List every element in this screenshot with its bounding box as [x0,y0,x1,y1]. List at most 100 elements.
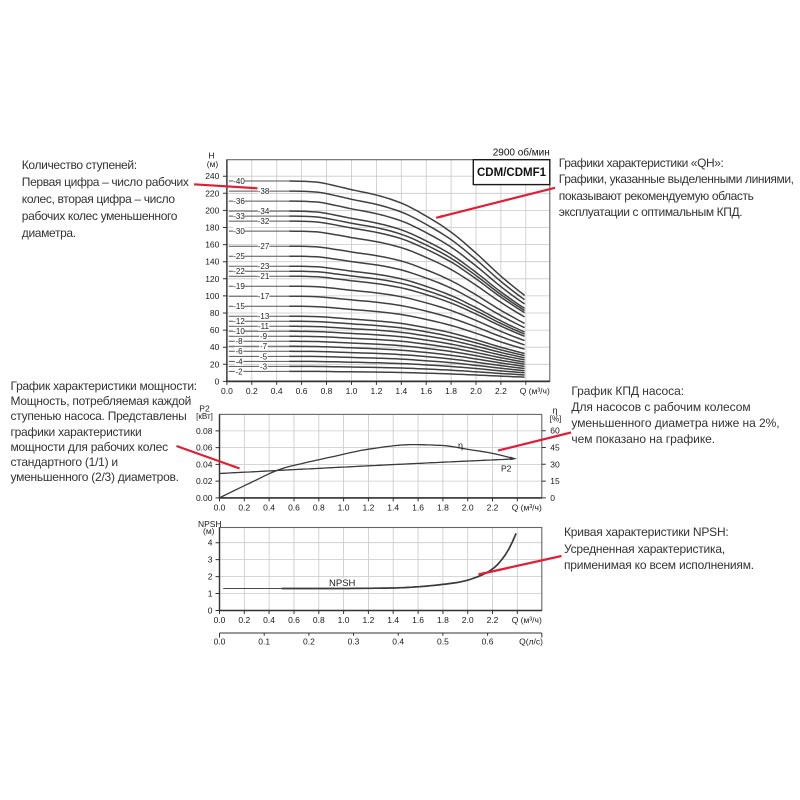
svg-text:0.4: 0.4 [392,637,404,647]
svg-text:[кВт]: [кВт] [196,412,213,421]
svg-text:-21: -21 [258,272,270,281]
svg-text:60: 60 [550,426,560,436]
svg-text:Q (м³/ч): Q (м³/ч) [520,386,550,396]
svg-text:100: 100 [205,291,219,301]
svg-text:CDM/CDMF1: CDM/CDMF1 [477,167,547,179]
svg-text:Q (м³/ч): Q (м³/ч) [512,615,542,625]
svg-text:240: 240 [205,171,219,181]
svg-text:1.4: 1.4 [387,503,399,513]
svg-text:-22: -22 [233,267,245,276]
svg-text:1.6: 1.6 [420,386,432,396]
svg-text:NPSH: NPSH [198,519,222,529]
svg-text:1.2: 1.2 [370,386,382,396]
svg-text:-27: -27 [258,242,270,251]
svg-text:2.2: 2.2 [495,386,507,396]
svg-text:0: 0 [550,493,555,503]
svg-text:0.4: 0.4 [263,615,275,625]
svg-text:0.6: 0.6 [288,503,300,513]
svg-text:Q (м³/ч): Q (м³/ч) [512,503,542,513]
svg-text:0.8: 0.8 [313,503,325,513]
svg-text:1.6: 1.6 [412,503,424,513]
svg-text:(м): (м) [207,159,219,169]
svg-text:0: 0 [215,376,220,386]
svg-text:0.00: 0.00 [196,493,213,503]
svg-text:0.4: 0.4 [263,503,275,513]
svg-text:(м): (м) [203,526,215,536]
svg-text:[%]: [%] [550,415,562,424]
svg-text:-17: -17 [258,292,270,301]
svg-text:0.6: 0.6 [288,615,300,625]
svg-text:η: η [458,441,463,451]
svg-text:0.0: 0.0 [214,637,226,647]
svg-text:2.0: 2.0 [462,615,474,625]
svg-text:30: 30 [550,459,560,469]
svg-text:-2: -2 [235,367,243,376]
svg-text:45: 45 [550,443,560,453]
svg-text:-19: -19 [233,282,245,291]
svg-text:2.0: 2.0 [462,503,474,513]
svg-text:80: 80 [210,308,220,318]
svg-text:0.2: 0.2 [238,615,250,625]
svg-text:-11: -11 [258,322,270,331]
svg-text:-6: -6 [235,347,243,356]
svg-text:0.4: 0.4 [271,386,283,396]
svg-text:1.4: 1.4 [395,386,407,396]
svg-text:1.2: 1.2 [362,503,374,513]
svg-text:1.8: 1.8 [445,386,457,396]
svg-text:1.4: 1.4 [387,615,399,625]
svg-text:0.2: 0.2 [303,637,315,647]
svg-text:140: 140 [205,257,219,267]
svg-text:η: η [552,406,557,416]
svg-text:1.6: 1.6 [412,615,424,625]
svg-text:-12: -12 [233,317,245,326]
svg-text:-30: -30 [233,227,245,236]
svg-text:220: 220 [205,188,219,198]
svg-text:-10: -10 [233,327,245,336]
svg-text:NPSH: NPSH [329,578,356,589]
svg-text:1.0: 1.0 [338,615,350,625]
svg-text:0.1: 0.1 [258,637,270,647]
svg-text:120: 120 [205,274,219,284]
svg-text:-33: -33 [233,212,245,221]
svg-text:2.2: 2.2 [487,503,499,513]
svg-text:0.6: 0.6 [482,637,494,647]
svg-text:1.2: 1.2 [362,615,374,625]
svg-text:2900 об/мин: 2900 об/мин [493,147,550,159]
svg-text:200: 200 [205,205,219,215]
svg-text:-7: -7 [260,342,268,351]
svg-text:60: 60 [210,325,220,335]
svg-text:-4: -4 [235,357,243,366]
svg-text:20: 20 [210,359,220,369]
svg-text:-5: -5 [260,352,268,361]
svg-text:1.0: 1.0 [346,386,358,396]
svg-text:40: 40 [210,342,220,352]
svg-text:-3: -3 [260,362,268,371]
svg-text:0.2: 0.2 [238,503,250,513]
svg-text:Q(л/с): Q(л/с) [519,637,543,647]
svg-text:180: 180 [205,223,219,233]
svg-text:1.0: 1.0 [338,503,350,513]
svg-text:0.02: 0.02 [196,476,213,486]
svg-text:2.0: 2.0 [470,386,482,396]
svg-text:0.0: 0.0 [214,615,226,625]
svg-text:3: 3 [208,555,213,565]
svg-text:0.0: 0.0 [221,386,233,396]
svg-text:0.04: 0.04 [196,459,213,469]
svg-text:-25: -25 [233,252,245,261]
svg-text:2: 2 [208,572,213,582]
svg-text:-40: -40 [233,177,245,186]
svg-text:-32: -32 [258,217,270,226]
svg-text:0.5: 0.5 [437,637,449,647]
svg-text:-23: -23 [258,262,270,271]
svg-text:-13: -13 [258,312,270,321]
svg-text:0.08: 0.08 [196,426,213,436]
svg-text:0.6: 0.6 [296,386,308,396]
svg-text:H: H [208,151,214,161]
svg-text:0: 0 [208,606,213,616]
svg-text:2.2: 2.2 [487,615,499,625]
svg-text:-9: -9 [260,332,268,341]
svg-text:0.3: 0.3 [348,637,360,647]
svg-text:-36: -36 [233,197,245,206]
svg-text:1.8: 1.8 [437,615,449,625]
svg-text:1: 1 [208,589,213,599]
